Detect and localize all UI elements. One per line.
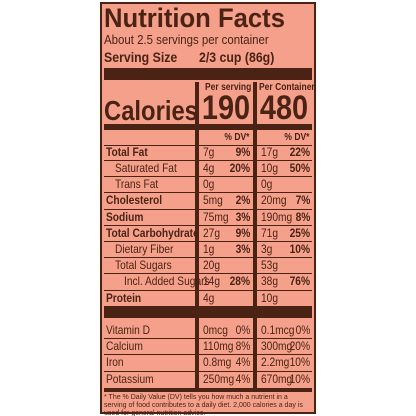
title: Nutrition Facts: [104, 2, 285, 33]
amount: 27g: [203, 225, 221, 240]
nutrient-label: Cholesterol: [106, 193, 163, 208]
amount: 2.2mg: [261, 355, 290, 370]
column-divider: [195, 82, 199, 392]
footnote: * The % Daily Value (DV) tells you how m…: [104, 394, 303, 416]
amount: 0g: [261, 177, 273, 192]
calories-value: 190: [201, 88, 251, 127]
serving-size-label: Serving Size: [104, 48, 178, 65]
nutrient-label: Total Carbohydrate: [106, 225, 199, 240]
daily-value: 7%: [295, 193, 310, 208]
amount: 75mg: [203, 209, 229, 224]
thin-rule: [104, 176, 312, 178]
daily-value: 20%: [289, 339, 310, 354]
amount: 53g: [261, 258, 279, 273]
thin-rule: [104, 370, 312, 372]
amount: 10g: [261, 161, 279, 175]
thin-rule: [104, 208, 312, 210]
amount: 38g: [261, 274, 279, 289]
amount: 4g: [203, 161, 215, 175]
daily-value: 4%: [235, 355, 250, 370]
daily-value: 0%: [235, 322, 250, 337]
nutrient-label: Vitamin D: [106, 322, 151, 337]
amount: 0mcg: [203, 322, 228, 337]
thin-rule: [104, 273, 312, 275]
nutrient-label: Trans Fat: [115, 177, 159, 192]
medium-rule: [104, 124, 312, 130]
daily-value: 0%: [295, 322, 310, 337]
daily-value: 10%: [289, 371, 310, 386]
nutrient-label: Total Sugars: [115, 258, 172, 273]
calories-value: 480: [259, 88, 309, 127]
daily-value: 28%: [229, 274, 250, 289]
amount: 0.1mcg: [261, 322, 295, 337]
amount: 190mg: [261, 209, 293, 224]
daily-value: 20%: [229, 161, 250, 175]
amount: 300mg: [261, 339, 293, 354]
amount: 10g: [261, 290, 279, 305]
nutrient-label: Dietary Fiber: [115, 242, 174, 256]
nutrient-label: Saturated Fat: [115, 161, 177, 175]
thin-rule: [104, 257, 312, 259]
amount: 110mg: [203, 339, 234, 354]
daily-value: 76%: [289, 274, 310, 289]
amount: 14g: [203, 274, 221, 289]
thick-rule: [104, 306, 312, 318]
amount: 0g: [203, 177, 215, 192]
thin-rule: [104, 338, 312, 339]
daily-value: 3%: [235, 209, 250, 224]
column-divider: [253, 82, 257, 392]
amount: 250mg: [203, 371, 235, 386]
amount: 20mg: [261, 193, 287, 208]
dv-header: % DV*: [223, 132, 249, 143]
amount: 5mg: [203, 193, 223, 208]
amount: 1g: [203, 242, 215, 256]
column-header: Per Container: [259, 82, 315, 93]
nutrient-label: Sodium: [106, 209, 144, 224]
thin-rule: [104, 160, 312, 161]
thin-rule: [104, 224, 312, 226]
daily-value: 2%: [235, 193, 250, 208]
daily-value: 22%: [289, 144, 310, 159]
daily-value: 9%: [235, 144, 250, 159]
dv-header: % DV*: [283, 132, 309, 143]
calories-label: Calories: [104, 95, 198, 127]
nutrient-label: Total Fat: [106, 144, 148, 159]
daily-value: 9%: [235, 225, 250, 240]
nutrient-label: Potassium: [106, 371, 154, 386]
amount: 0.8mg: [203, 355, 232, 370]
amount: 670mg: [261, 371, 293, 386]
thick-rule: [104, 68, 312, 80]
daily-value: 10%: [289, 355, 310, 370]
amount: 4g: [203, 290, 215, 305]
thin-rule: [104, 192, 312, 194]
thin-rule: [104, 354, 312, 356]
thin-rule: [104, 289, 312, 291]
servings: About 2.5 servings per container: [104, 32, 269, 48]
amount: 20g: [203, 258, 221, 273]
medium-rule: [104, 388, 312, 392]
amount: 7g: [203, 144, 215, 159]
daily-value: 3%: [235, 242, 250, 256]
daily-value: 8%: [295, 209, 310, 224]
daily-value: 25%: [289, 225, 310, 240]
daily-value: 50%: [289, 161, 310, 175]
nutrient-label: Iron: [106, 355, 124, 370]
amount: 17g: [261, 144, 279, 159]
column-header: Per serving: [205, 82, 252, 93]
amount: 3g: [261, 242, 273, 256]
thin-rule: [104, 241, 312, 242]
nutrient-label: Protein: [106, 290, 142, 305]
amount: 71g: [261, 225, 279, 240]
thin-rule: [104, 145, 312, 146]
serving-size-value: 2/3 cup (86g): [199, 48, 275, 65]
daily-value: 8%: [235, 339, 250, 354]
daily-value: 10%: [289, 242, 310, 256]
nutrient-label: Calcium: [106, 339, 143, 354]
nutrient-label: Incl. Added Sugars: [124, 274, 210, 289]
daily-value: 4%: [235, 371, 250, 386]
